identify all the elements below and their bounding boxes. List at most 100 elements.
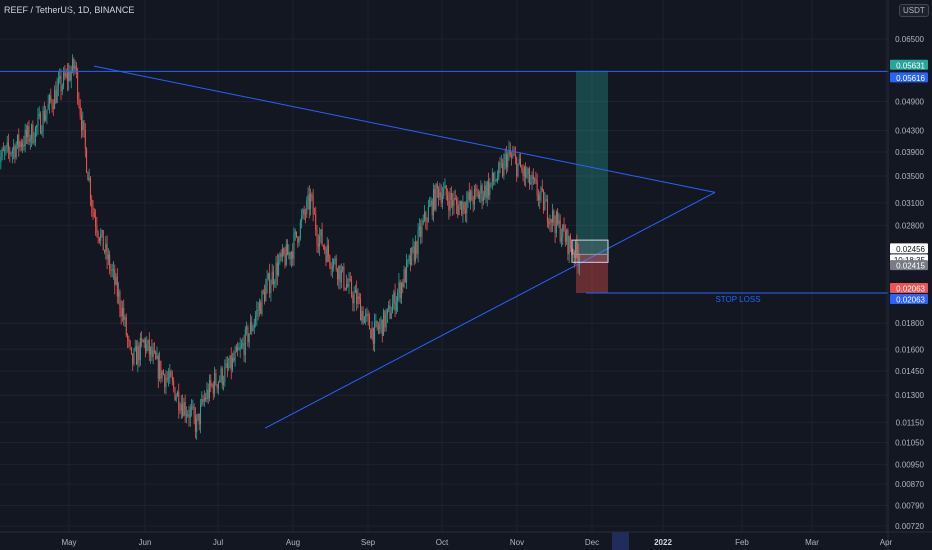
candle-body	[566, 230, 568, 242]
candle-body	[239, 347, 241, 350]
price-tag-label: 0.02063	[896, 296, 925, 305]
candle-body	[383, 310, 385, 336]
candle-body	[178, 391, 180, 410]
candle-body	[351, 280, 353, 296]
candle-body	[560, 237, 562, 242]
candle-body	[409, 255, 411, 265]
candle-body	[481, 185, 483, 202]
candle-body	[278, 261, 280, 276]
entry-box[interactable]	[571, 239, 609, 263]
candle-body	[14, 146, 16, 158]
candles	[0, 54, 580, 440]
candle-body	[156, 355, 158, 359]
lower-trendline[interactable]	[264, 191, 716, 429]
candle-body	[342, 266, 344, 271]
candle-body	[123, 307, 125, 321]
candle-body	[575, 240, 577, 259]
candle-body	[577, 252, 579, 266]
candle-body	[138, 345, 140, 361]
candle-body	[306, 200, 308, 215]
candle-body	[552, 210, 554, 223]
candle-body	[112, 269, 114, 271]
candle-body	[137, 345, 139, 365]
candle-body	[151, 347, 153, 357]
candle-body	[161, 371, 163, 379]
currency-button[interactable]: USDT	[899, 4, 929, 17]
y-tick-label: 0.04300	[895, 126, 924, 135]
candle-body	[319, 235, 321, 247]
candle-body	[379, 324, 381, 330]
candle-body	[2, 149, 4, 151]
candle-body	[61, 85, 63, 92]
candle-body	[310, 194, 312, 209]
candle-body	[294, 231, 296, 234]
candle-body	[59, 75, 61, 80]
candle-body	[406, 261, 408, 283]
candle-body	[42, 110, 44, 132]
candle-body	[338, 265, 340, 280]
candle-body	[447, 195, 449, 201]
candle-body	[532, 175, 534, 180]
candle-body	[331, 267, 333, 270]
candle-body	[23, 144, 25, 147]
candle-body	[362, 311, 364, 324]
candle-body	[376, 321, 378, 328]
candle-body	[28, 126, 30, 142]
candle-body	[464, 210, 466, 214]
candle-body	[193, 406, 195, 416]
candle-body	[1, 149, 3, 157]
candle-body	[302, 209, 304, 217]
candle-body	[205, 397, 207, 400]
candle-body	[356, 289, 358, 305]
upper-trendline[interactable]	[93, 65, 716, 193]
candle-body	[157, 355, 159, 379]
candle-body	[500, 163, 502, 165]
candle-body	[558, 220, 560, 224]
candle-body	[514, 154, 516, 158]
candle-body	[228, 367, 230, 369]
candle-body	[512, 154, 514, 157]
candle-body	[523, 167, 525, 177]
candle-body	[77, 70, 79, 100]
candle-body	[422, 220, 424, 224]
candle-body	[505, 154, 507, 168]
candle-body	[261, 291, 263, 314]
stop-loss-zone[interactable]	[576, 254, 608, 294]
candle-body	[311, 194, 313, 197]
candle-body	[397, 292, 399, 303]
candle-body	[225, 363, 227, 368]
candle-body	[326, 245, 328, 262]
candle-body	[358, 296, 360, 299]
candle-body	[18, 134, 20, 148]
candle-body	[441, 195, 443, 203]
candle-body	[198, 413, 200, 425]
candle-body	[244, 329, 246, 356]
candle-body	[426, 220, 428, 222]
candle-body	[272, 271, 274, 284]
candle-body	[249, 322, 251, 334]
candle-body	[526, 174, 528, 178]
candle-body	[4, 150, 6, 152]
x-tick-label: Feb	[735, 538, 749, 547]
candle-body	[472, 200, 474, 205]
candle-body	[50, 95, 52, 101]
take-profit-zone[interactable]	[576, 70, 608, 255]
candle-body	[147, 340, 149, 345]
candle-body	[292, 252, 294, 259]
candle-body	[330, 265, 332, 270]
x-tick-label: Nov	[510, 538, 524, 547]
x-tick-label: Jun	[139, 538, 152, 547]
candle-body	[274, 281, 276, 284]
candle-body	[60, 75, 62, 92]
candle-body	[78, 99, 80, 106]
candle-body	[498, 163, 500, 178]
y-tick-label: 0.00870	[895, 480, 924, 489]
candle-body	[357, 296, 359, 305]
candle-body	[554, 222, 556, 233]
candle-body	[95, 217, 97, 226]
candle-body	[187, 414, 189, 416]
candle-body	[29, 138, 31, 142]
candle-body	[502, 163, 504, 176]
candle-body	[365, 314, 367, 317]
